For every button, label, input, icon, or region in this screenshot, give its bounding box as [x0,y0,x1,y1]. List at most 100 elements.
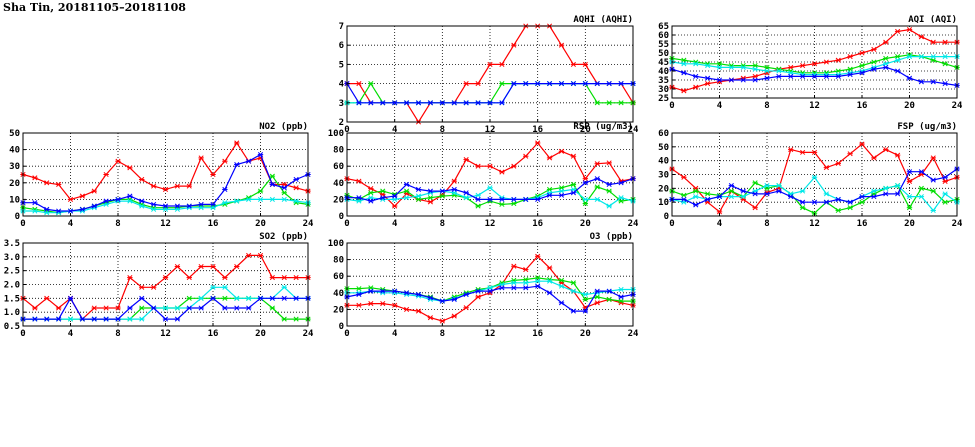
data-point [222,305,228,311]
data-point [463,195,469,201]
data-point [103,198,109,204]
x-tick-label: 8 [440,219,445,229]
data-point [150,284,157,290]
data-point [930,54,936,60]
data-point [883,39,889,45]
data-point [511,42,517,48]
data-point [511,263,517,269]
data-point [894,57,901,63]
data-point [281,295,287,301]
data-point [281,316,287,322]
data-point [942,39,948,45]
data-point [693,188,699,194]
x-tick-label: 0 [344,219,349,229]
data-point [823,73,830,79]
x-tick-label: 12 [485,125,496,135]
data-point [799,199,806,205]
data-point [606,288,612,294]
data-point [740,188,746,194]
data-point [368,100,374,106]
data-point [594,288,600,294]
data-point [534,140,541,146]
data-point [415,193,422,199]
y-tick-label: 30 [9,162,20,172]
data-point [764,183,770,189]
data-point [368,288,374,294]
x-tick-label: 24 [303,329,314,339]
data-point [728,194,735,200]
data-point [788,194,794,200]
data-point [139,316,145,322]
data-point [906,54,913,60]
data-point [546,265,553,271]
data-point [594,81,600,87]
data-point [811,149,818,155]
data-point [693,194,699,200]
y-tick-label: 6 [339,41,344,51]
data-point [391,302,398,308]
chart-o3: 0 4 8 12 16 20 24 0 20 40 60 80 100 O3 (ppb) [328,232,639,339]
data-point [681,174,687,180]
data-point [210,284,216,290]
data-point [475,163,481,169]
data-point [918,79,925,85]
data-point [859,199,865,205]
data-point [835,196,841,202]
data-point [245,158,252,164]
y-tick-label: 40 [9,146,20,156]
data-point [499,61,505,67]
x-tick-label: 16 [857,101,868,111]
data-point [174,305,181,311]
data-point [245,305,252,311]
y-tick-label: 30 [658,171,669,181]
data-point [269,275,276,281]
data-point [391,100,398,106]
data-point [269,173,276,179]
chart-fsp: 0 4 8 12 16 20 24 0 10 20 30 40 50 60 FSP (ug/m3) [658,122,963,229]
data-point [269,305,276,311]
data-point [740,194,746,200]
data-point [281,190,287,196]
data-point [439,298,446,304]
data-point [752,77,758,83]
data-point [594,294,600,300]
data-point [594,300,600,306]
data-point [79,316,86,322]
y-tick-label: 2.5 [4,267,20,277]
data-point [942,81,948,87]
y-tick-label: 20 [333,305,344,315]
x-tick-label: 8 [764,219,769,229]
data-point [150,206,157,212]
data-point [55,208,62,214]
x-tick-label: 8 [115,219,120,229]
data-point [162,186,169,192]
x-tick-label: 16 [208,329,219,339]
data-point [906,169,913,175]
data-point [44,206,50,212]
data-point [499,201,505,207]
data-point [234,198,240,204]
data-point [269,181,276,188]
data-point [115,158,121,164]
chart-aqhi: 0 4 8 12 16 20 24 2 3 4 5 6 7 AQHI (AQHI) [339,15,639,135]
data-point [776,68,782,74]
data-point [894,152,901,158]
x-tick-label: 4 [68,329,74,339]
y-tick-label: 0 [339,212,344,222]
data-point [716,194,723,200]
data-point [570,181,577,188]
data-point [127,275,133,281]
data-point [558,148,565,154]
data-point [91,305,97,311]
x-tick-label: 12 [160,329,171,339]
data-point [222,158,228,164]
data-point [681,88,687,94]
chart-so2: 0 4 8 12 16 20 24 0.5 1.0 1.5 2.0 2.5 3.0 3.5 SO2 (ppb… [4,232,314,339]
chart-title: NO2 (ppb) [259,122,308,132]
data-point [930,207,936,214]
data-point [752,180,758,186]
data-point [606,188,612,194]
data-point [487,61,493,67]
data-point [475,294,481,300]
